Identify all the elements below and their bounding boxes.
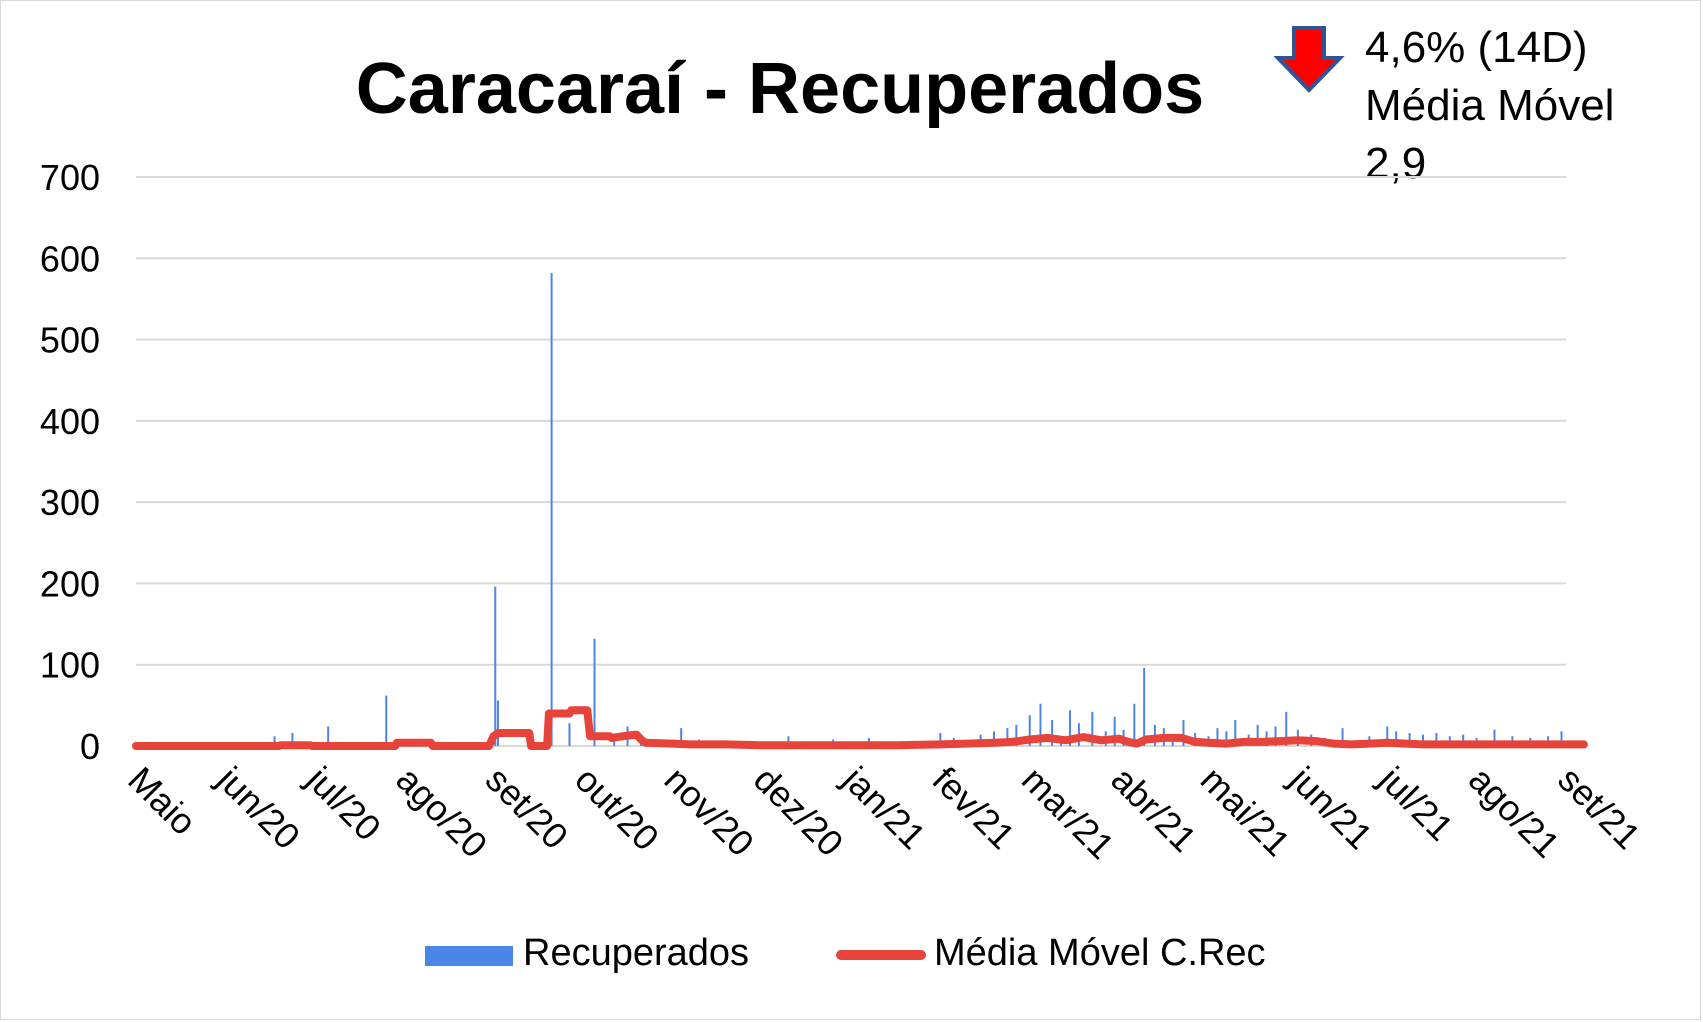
bar	[1216, 728, 1219, 746]
bar	[1408, 732, 1411, 746]
annotation-label: Média Móvel	[1365, 81, 1615, 130]
bar	[993, 731, 995, 746]
bar	[1006, 728, 1009, 746]
x-tick-label: mar/21	[1014, 759, 1122, 867]
bar	[1068, 710, 1071, 746]
bar	[1274, 726, 1277, 746]
down-arrow-shape	[1274, 26, 1345, 93]
bar	[1015, 724, 1018, 746]
annotation-change: 4,6% (14D)	[1365, 23, 1588, 72]
x-tick-label: jun/20	[209, 758, 308, 857]
down-arrow-icon	[1274, 26, 1345, 93]
x-tick-label: dez/20	[746, 759, 851, 864]
x-tick-label: out/20	[567, 759, 667, 859]
bar	[1256, 724, 1259, 746]
bar	[1091, 711, 1094, 746]
bar	[787, 736, 790, 746]
bar	[593, 638, 596, 746]
annotation-value: 2,9	[1365, 139, 1427, 188]
x-tick-label: mai/21	[1193, 759, 1298, 864]
bar	[568, 723, 571, 746]
x-tick-label: jul/20	[298, 758, 389, 849]
bar	[1225, 731, 1228, 746]
legend-label-media-movel: Média Móvel C.Rec	[934, 932, 1266, 974]
bar	[1133, 703, 1136, 746]
x-tick-label: abr/21	[1103, 759, 1204, 860]
bar	[1143, 667, 1146, 746]
bar	[1435, 732, 1438, 746]
x-tick-label: Maio	[120, 759, 204, 843]
y-tick-label: 400	[40, 401, 100, 442]
y-tick-label: 600	[40, 238, 100, 279]
bar	[680, 728, 683, 746]
bar	[1285, 711, 1288, 746]
bar	[1113, 716, 1116, 746]
legend-swatch-media-movel	[836, 950, 926, 960]
y-tick-label: 200	[40, 563, 100, 604]
x-tick-label: nov/20	[657, 759, 762, 864]
chart-title: Caracaraí - Recuperados	[355, 49, 1205, 129]
bar	[1028, 715, 1031, 746]
bar	[496, 700, 499, 746]
bar	[1422, 734, 1424, 746]
legend-swatch-recuperados	[425, 946, 513, 966]
bar	[1234, 719, 1237, 746]
bar	[1341, 728, 1344, 746]
bar	[1182, 719, 1185, 746]
bar	[1039, 703, 1042, 746]
bar	[550, 272, 553, 746]
x-tick-label: ago/21	[1461, 759, 1568, 866]
y-tick-label: 0	[80, 726, 100, 767]
x-tick-label: fev/21	[925, 759, 1023, 857]
x-tick-label: jun/21	[1282, 758, 1381, 857]
bar	[939, 732, 942, 746]
y-tick-label: 500	[40, 320, 100, 361]
y-tick-label: 100	[40, 645, 100, 686]
y-tick-label: 700	[40, 157, 100, 198]
x-tick-label: set/21	[1550, 759, 1648, 857]
x-tick-label: ago/20	[388, 759, 495, 866]
bar	[327, 726, 330, 746]
bar	[1462, 734, 1465, 746]
bar	[494, 586, 497, 746]
bar	[1395, 731, 1398, 746]
bar	[1493, 729, 1496, 746]
y-tick-label: 300	[40, 482, 100, 523]
bar	[1560, 731, 1563, 746]
x-tick-label: set/20	[478, 759, 576, 857]
bar	[385, 695, 388, 746]
x-tick-label: jul/21	[1371, 758, 1462, 849]
legend-label-recuperados: Recuperados	[523, 932, 750, 974]
bar	[1051, 719, 1054, 746]
bar	[291, 732, 294, 746]
bar	[1386, 726, 1389, 746]
moving-average-line	[132, 706, 1588, 750]
bar	[273, 736, 276, 746]
x-tick-label: jan/21	[835, 758, 934, 857]
